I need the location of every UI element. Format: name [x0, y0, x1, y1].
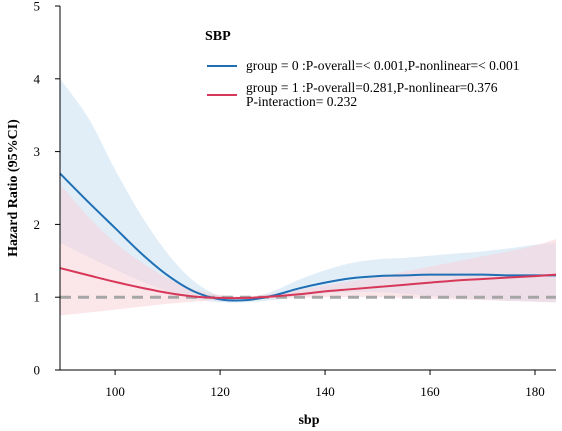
y-tick-label: 3	[34, 144, 41, 159]
y-axis-title: Hazard Ratio (95%CI)	[6, 119, 21, 257]
y-tick-label: 2	[34, 217, 41, 232]
axes: 0 1 2 3 4 5 100 120 140 160 180	[34, 0, 556, 399]
series-line-group-1	[59, 267, 557, 300]
y-tick-label: 0	[34, 363, 41, 378]
legend-interaction-note: P-interaction= 0.232	[246, 94, 357, 109]
x-tick-label: 120	[210, 384, 230, 399]
y-tick-label: 1	[34, 290, 41, 305]
series-line-group-0	[59, 172, 556, 302]
x-tick-label: 100	[105, 384, 125, 399]
y-tick-label: 4	[34, 71, 41, 86]
legend-entry-group-1: group = 1 :P-overall=0.281,P-nonlinear=0…	[246, 80, 498, 95]
legend: SBP group = 0 :P-overall=< 0.001,P-nonli…	[205, 29, 520, 109]
legend-entry-group-0: group = 0 :P-overall=< 0.001,P-nonlinear…	[246, 58, 520, 73]
x-tick-label: 160	[420, 384, 440, 399]
x-tick-label: 140	[315, 384, 335, 399]
legend-title: SBP	[205, 29, 231, 44]
x-tick-label: 180	[525, 384, 545, 399]
x-axis-title: sbp	[298, 413, 319, 428]
y-tick-label: 5	[34, 0, 41, 14]
series-lines	[59, 172, 557, 302]
